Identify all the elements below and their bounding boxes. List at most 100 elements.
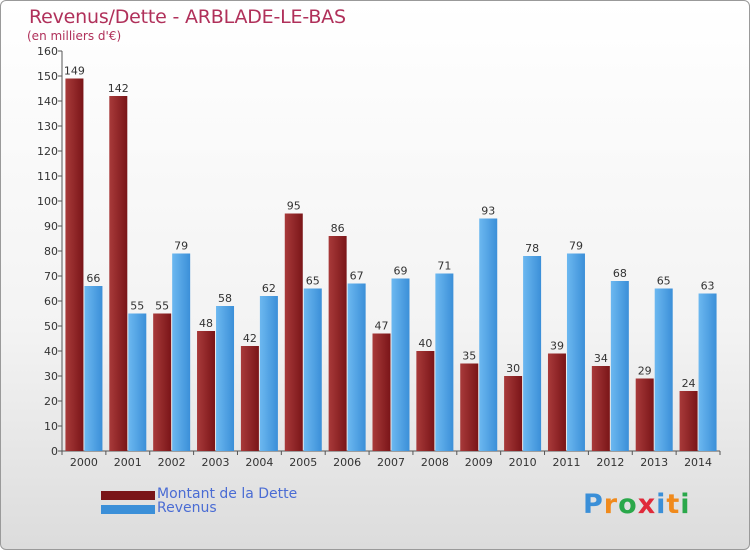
data-label-revenus: 78 — [525, 242, 539, 255]
x-tick-label: 2011 — [552, 456, 580, 469]
data-label-revenus: 65 — [306, 275, 320, 288]
bar-revenus — [610, 281, 629, 451]
x-tick-label: 2006 — [333, 456, 361, 469]
legend-swatch-revenus — [101, 505, 155, 514]
bar-revenus — [303, 288, 322, 451]
bar-revenus — [172, 253, 191, 451]
data-label-dette: 95 — [287, 200, 301, 213]
data-label-dette: 149 — [64, 65, 85, 78]
y-tick-label: 60 — [44, 295, 58, 308]
data-label-dette: 24 — [682, 377, 696, 390]
data-label-revenus: 62 — [262, 282, 276, 295]
data-label-revenus: 58 — [218, 292, 232, 305]
data-label-revenus: 66 — [86, 272, 100, 285]
bar-dette — [65, 78, 84, 451]
data-label-revenus: 71 — [437, 260, 451, 273]
y-tick-label: 130 — [37, 120, 58, 133]
data-label-dette: 35 — [462, 350, 476, 363]
x-tick-label: 2008 — [421, 456, 449, 469]
bar-revenus — [479, 218, 498, 451]
y-tick-label: 40 — [44, 345, 58, 358]
x-tick-label: 2001 — [114, 456, 142, 469]
y-tick-label: 120 — [37, 145, 58, 158]
legend-swatch-dette — [101, 491, 155, 500]
logo-letter: i — [656, 489, 667, 520]
data-label-dette: 47 — [375, 320, 389, 333]
bar-dette — [240, 346, 259, 451]
data-label-dette: 39 — [550, 340, 564, 353]
x-tick-label: 2000 — [70, 456, 98, 469]
y-tick-label: 90 — [44, 220, 58, 233]
data-label-revenus: 79 — [174, 240, 188, 253]
y-tick-label: 20 — [44, 395, 58, 408]
x-tick-label: 2005 — [289, 456, 317, 469]
y-tick-label: 70 — [44, 270, 58, 283]
bar-dette — [153, 313, 172, 451]
logo-letter: i — [680, 489, 691, 520]
bar-revenus — [698, 293, 717, 451]
x-tick-label: 2004 — [245, 456, 273, 469]
bar-revenus — [347, 283, 366, 451]
bar-revenus — [128, 313, 147, 451]
y-tick-label: 0 — [51, 445, 58, 458]
chart-title: Revenus/Dette - ARBLADE-LE-BAS — [29, 6, 346, 28]
data-label-dette: 55 — [155, 300, 169, 313]
data-label-dette: 29 — [638, 365, 652, 378]
bar-dette — [109, 96, 128, 451]
bar-dette — [372, 333, 391, 451]
data-label-revenus: 65 — [657, 275, 671, 288]
logo-letter: r — [603, 489, 619, 520]
bar-dette — [547, 353, 566, 451]
data-label-revenus: 68 — [613, 267, 627, 280]
logo-letter: t — [666, 489, 681, 520]
data-label-dette: 34 — [594, 352, 608, 365]
bar-revenus — [84, 286, 103, 451]
data-label-dette: 86 — [331, 222, 345, 235]
y-tick-label: 50 — [44, 320, 58, 333]
y-tick-label: 110 — [37, 170, 58, 183]
data-label-dette: 142 — [108, 82, 129, 95]
legend-label-revenus: Revenus — [157, 500, 217, 516]
x-tick-label: 2013 — [640, 456, 668, 469]
bar-dette — [284, 213, 303, 451]
y-tick-label: 80 — [44, 245, 58, 258]
bar-revenus — [435, 273, 454, 451]
bar-dette — [460, 363, 479, 451]
x-tick-label: 2012 — [596, 456, 624, 469]
x-tick-label: 2010 — [509, 456, 537, 469]
data-label-revenus: 79 — [569, 240, 583, 253]
unit-label: (en milliers d'€) — [27, 29, 122, 43]
x-tick-label: 2009 — [465, 456, 493, 469]
data-label-revenus: 93 — [481, 205, 495, 218]
bar-dette — [328, 236, 347, 451]
bar-dette — [197, 331, 216, 451]
logo-letter: x — [637, 489, 657, 520]
bar-revenus — [391, 278, 410, 451]
bar-dette — [679, 391, 698, 451]
bar-dette — [504, 376, 523, 451]
x-tick-label: 2007 — [377, 456, 405, 469]
data-label-dette: 30 — [506, 362, 520, 375]
bar-revenus — [216, 306, 235, 451]
bar-dette — [635, 378, 654, 451]
data-label-dette: 48 — [199, 317, 213, 330]
y-tick-label: 140 — [37, 95, 58, 108]
bar-revenus — [654, 288, 673, 451]
data-label-revenus: 55 — [130, 300, 144, 313]
y-tick-label: 10 — [44, 420, 58, 433]
x-tick-label: 2002 — [158, 456, 186, 469]
legend-label-dette: Montant de la Dette — [157, 486, 298, 502]
bar-dette — [591, 366, 610, 451]
bar-revenus — [566, 253, 585, 451]
y-tick-label: 100 — [37, 195, 58, 208]
data-label-revenus: 69 — [394, 265, 408, 278]
x-tick-label: 2014 — [684, 456, 712, 469]
data-label-revenus: 67 — [350, 270, 364, 283]
y-tick-label: 150 — [37, 70, 58, 83]
bar-revenus — [523, 256, 542, 451]
y-tick-label: 30 — [44, 370, 58, 383]
data-label-dette: 42 — [243, 332, 257, 345]
logo-letter: o — [618, 489, 638, 520]
